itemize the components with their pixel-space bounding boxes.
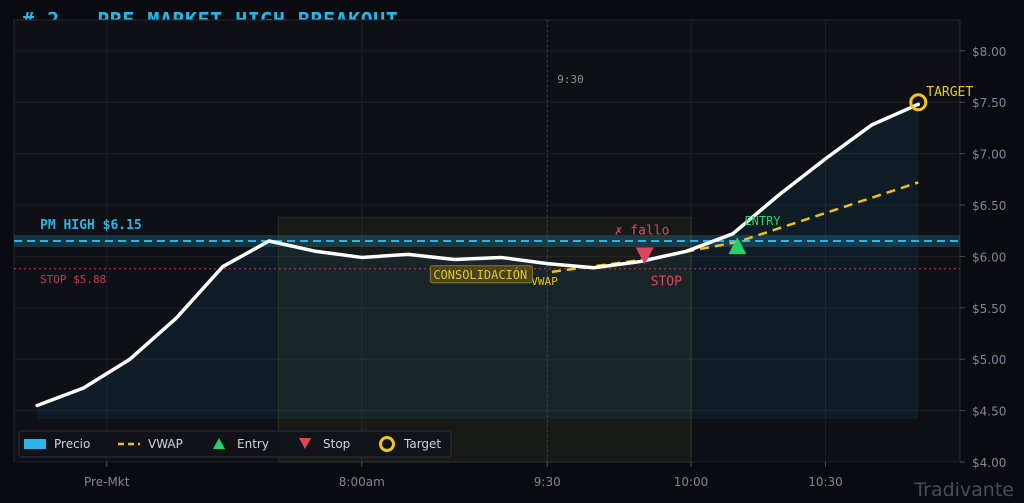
legend-label: Entry	[237, 437, 269, 451]
legend-swatch-price	[24, 439, 46, 449]
y-tick-label: $5.50	[972, 302, 1006, 316]
y-tick-label: $7.50	[972, 96, 1006, 110]
consolidation-label-box	[429, 265, 533, 284]
x-tick-label: 10:30	[808, 475, 843, 489]
y-tick-label: $8.00	[972, 45, 1006, 59]
x-tick-label: 9:30	[534, 475, 561, 489]
stop-marker-note: ✗ fallo	[615, 223, 670, 238]
pm-high-label: PM HIGH $6.15	[40, 218, 142, 233]
legend-label: Precio	[54, 437, 90, 451]
session-line-label: 9:30	[557, 73, 584, 86]
stop-marker	[635, 247, 654, 265]
y-tick-label: $6.00	[972, 250, 1006, 264]
legend-box	[18, 430, 452, 458]
x-tick-label: Pre-Mkt	[84, 475, 130, 489]
consolidation-label: CONSOLIDACIÓN	[433, 267, 527, 282]
entry-marker	[728, 237, 747, 255]
y-tick-label: $4.00	[972, 456, 1006, 470]
legend-label: Stop	[323, 437, 350, 451]
legend-label: Target	[403, 437, 441, 451]
x-tick-label: 8:00am	[339, 475, 385, 489]
legend: Precio VWAP Entry Stop Target	[18, 430, 452, 458]
brand-watermark: Tradivante	[914, 479, 1014, 501]
y-tick-label: $4.50	[972, 405, 1006, 419]
legend-label: VWAP	[148, 437, 183, 451]
y-tick-label: $7.00	[972, 148, 1006, 162]
x-tick-label: 10:00	[674, 475, 709, 489]
target-marker-label: TARGET	[926, 85, 973, 100]
stop-line-label: STOP $5.88	[40, 273, 106, 286]
price-area-fill	[37, 104, 919, 419]
entry-marker-label: ENTRY	[744, 214, 781, 228]
target-marker	[909, 93, 928, 112]
legend-swatch-entry	[213, 438, 225, 449]
legend-swatch-stop	[299, 438, 311, 449]
y-tick-label: $6.50	[972, 199, 1006, 213]
price-line	[35, 102, 921, 408]
vwap-label: VWAP	[531, 275, 558, 288]
y-tick-label: $5.00	[972, 353, 1006, 367]
legend-swatch-target	[379, 436, 395, 452]
stop-marker-label: STOP	[651, 274, 682, 289]
